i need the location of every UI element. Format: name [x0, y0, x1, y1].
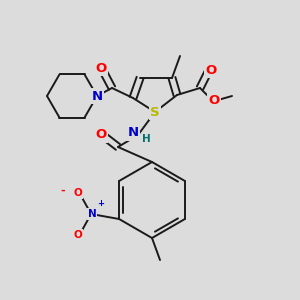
Text: +: + [98, 200, 105, 208]
Text: O: O [208, 94, 220, 106]
Text: -: - [61, 186, 65, 196]
Text: O: O [95, 61, 106, 74]
Text: O: O [95, 128, 106, 142]
Text: N: N [88, 209, 97, 219]
Text: H: H [142, 134, 150, 144]
Text: N: N [92, 89, 103, 103]
Text: O: O [74, 230, 82, 240]
Text: O: O [74, 188, 82, 198]
Text: S: S [150, 106, 160, 118]
Text: O: O [206, 64, 217, 76]
Text: N: N [128, 127, 139, 140]
